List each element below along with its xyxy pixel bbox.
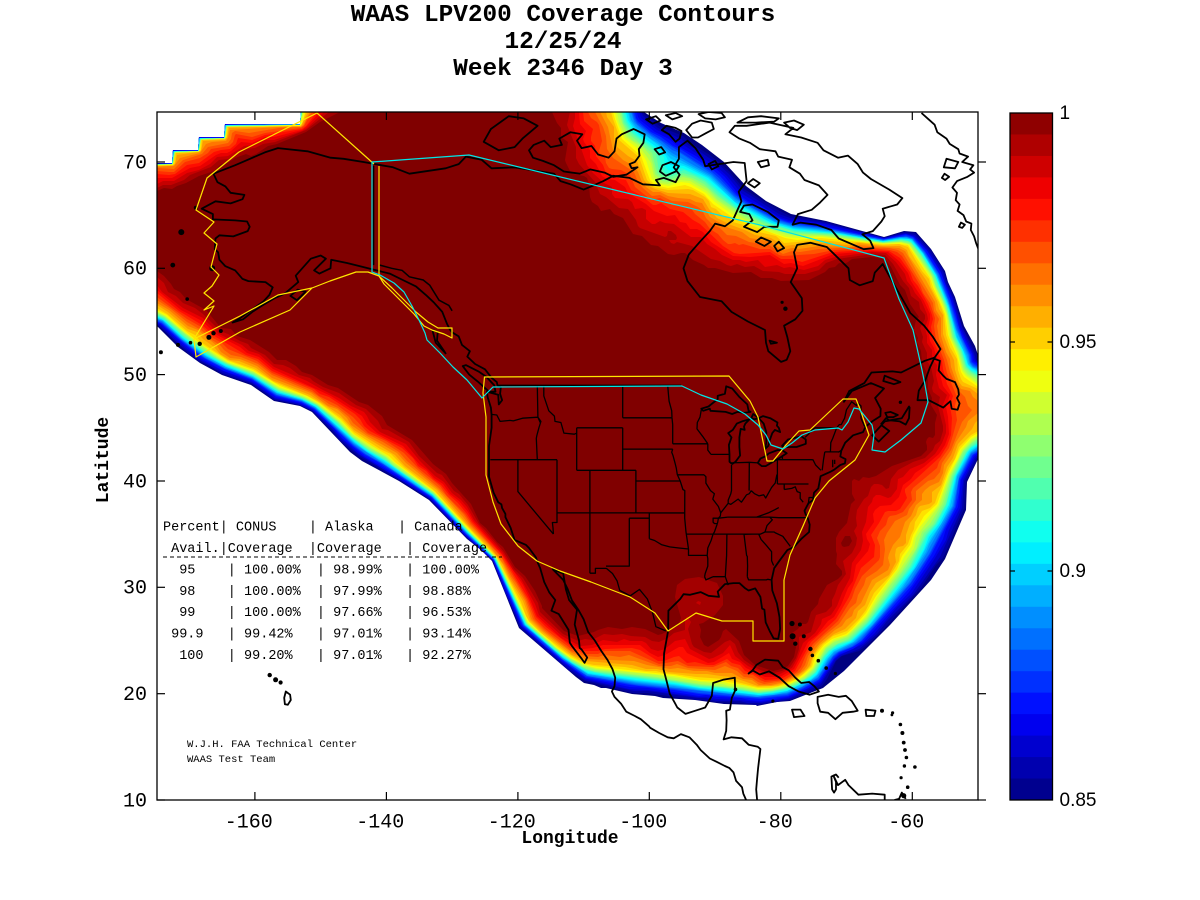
svg-text:0.85: 0.85 bbox=[1060, 790, 1097, 811]
svg-text:-60: -60 bbox=[888, 811, 924, 834]
svg-text:-80: -80 bbox=[757, 811, 793, 834]
svg-text:Avail.|Coverage |Coverage |: Avail.|Coverage |Coverage | Coverage bbox=[163, 542, 487, 557]
svg-text:99 | 100.00% | 97.66% |: 99 | 100.00% | 97.66% | 96.53% bbox=[163, 606, 472, 621]
svg-text:WAAS Test Team: WAAS Test Team bbox=[187, 754, 275, 766]
svg-text:95 | 100.00% | 98.99% |: 95 | 100.00% | 98.99% | 100.00% bbox=[163, 564, 480, 579]
svg-text:-120: -120 bbox=[488, 811, 536, 834]
svg-text:1: 1 bbox=[1060, 103, 1071, 124]
svg-text:W.J.H. FAA Technical Center: W.J.H. FAA Technical Center bbox=[187, 739, 357, 751]
svg-text:60: 60 bbox=[123, 259, 147, 282]
svg-text:Longitude: Longitude bbox=[521, 829, 618, 849]
svg-text:Percent| CONUS | Alaska |: Percent| CONUS | Alaska | Canada bbox=[163, 521, 463, 536]
svg-text:98 | 100.00% | 97.99% |: 98 | 100.00% | 97.99% | 98.88% bbox=[163, 585, 472, 600]
svg-text:0.9: 0.9 bbox=[1060, 561, 1086, 582]
svg-text:100 | 99.20% | 97.01% |: 100 | 99.20% | 97.01% | 92.27% bbox=[163, 649, 472, 664]
svg-text:WAAS LPV200 Coverage Contours: WAAS LPV200 Coverage Contours bbox=[351, 2, 775, 29]
svg-text:70: 70 bbox=[123, 152, 147, 175]
svg-text:50: 50 bbox=[123, 365, 147, 388]
svg-text:Latitude: Latitude bbox=[94, 417, 114, 503]
svg-text:30: 30 bbox=[123, 578, 147, 601]
svg-text:99.9 | 99.42% | 97.01% |: 99.9 | 99.42% | 97.01% | 93.14% bbox=[163, 628, 472, 643]
svg-text:0.95: 0.95 bbox=[1060, 332, 1097, 353]
svg-text:10: 10 bbox=[123, 790, 147, 813]
svg-text:-100: -100 bbox=[619, 811, 667, 834]
svg-text:-160: -160 bbox=[225, 811, 273, 834]
svg-text:20: 20 bbox=[123, 684, 147, 707]
svg-text:12/25/24: 12/25/24 bbox=[504, 29, 621, 56]
svg-text:40: 40 bbox=[123, 471, 147, 494]
svg-text:-140: -140 bbox=[356, 811, 404, 834]
svg-text:Week 2346 Day 3: Week 2346 Day 3 bbox=[453, 56, 673, 83]
